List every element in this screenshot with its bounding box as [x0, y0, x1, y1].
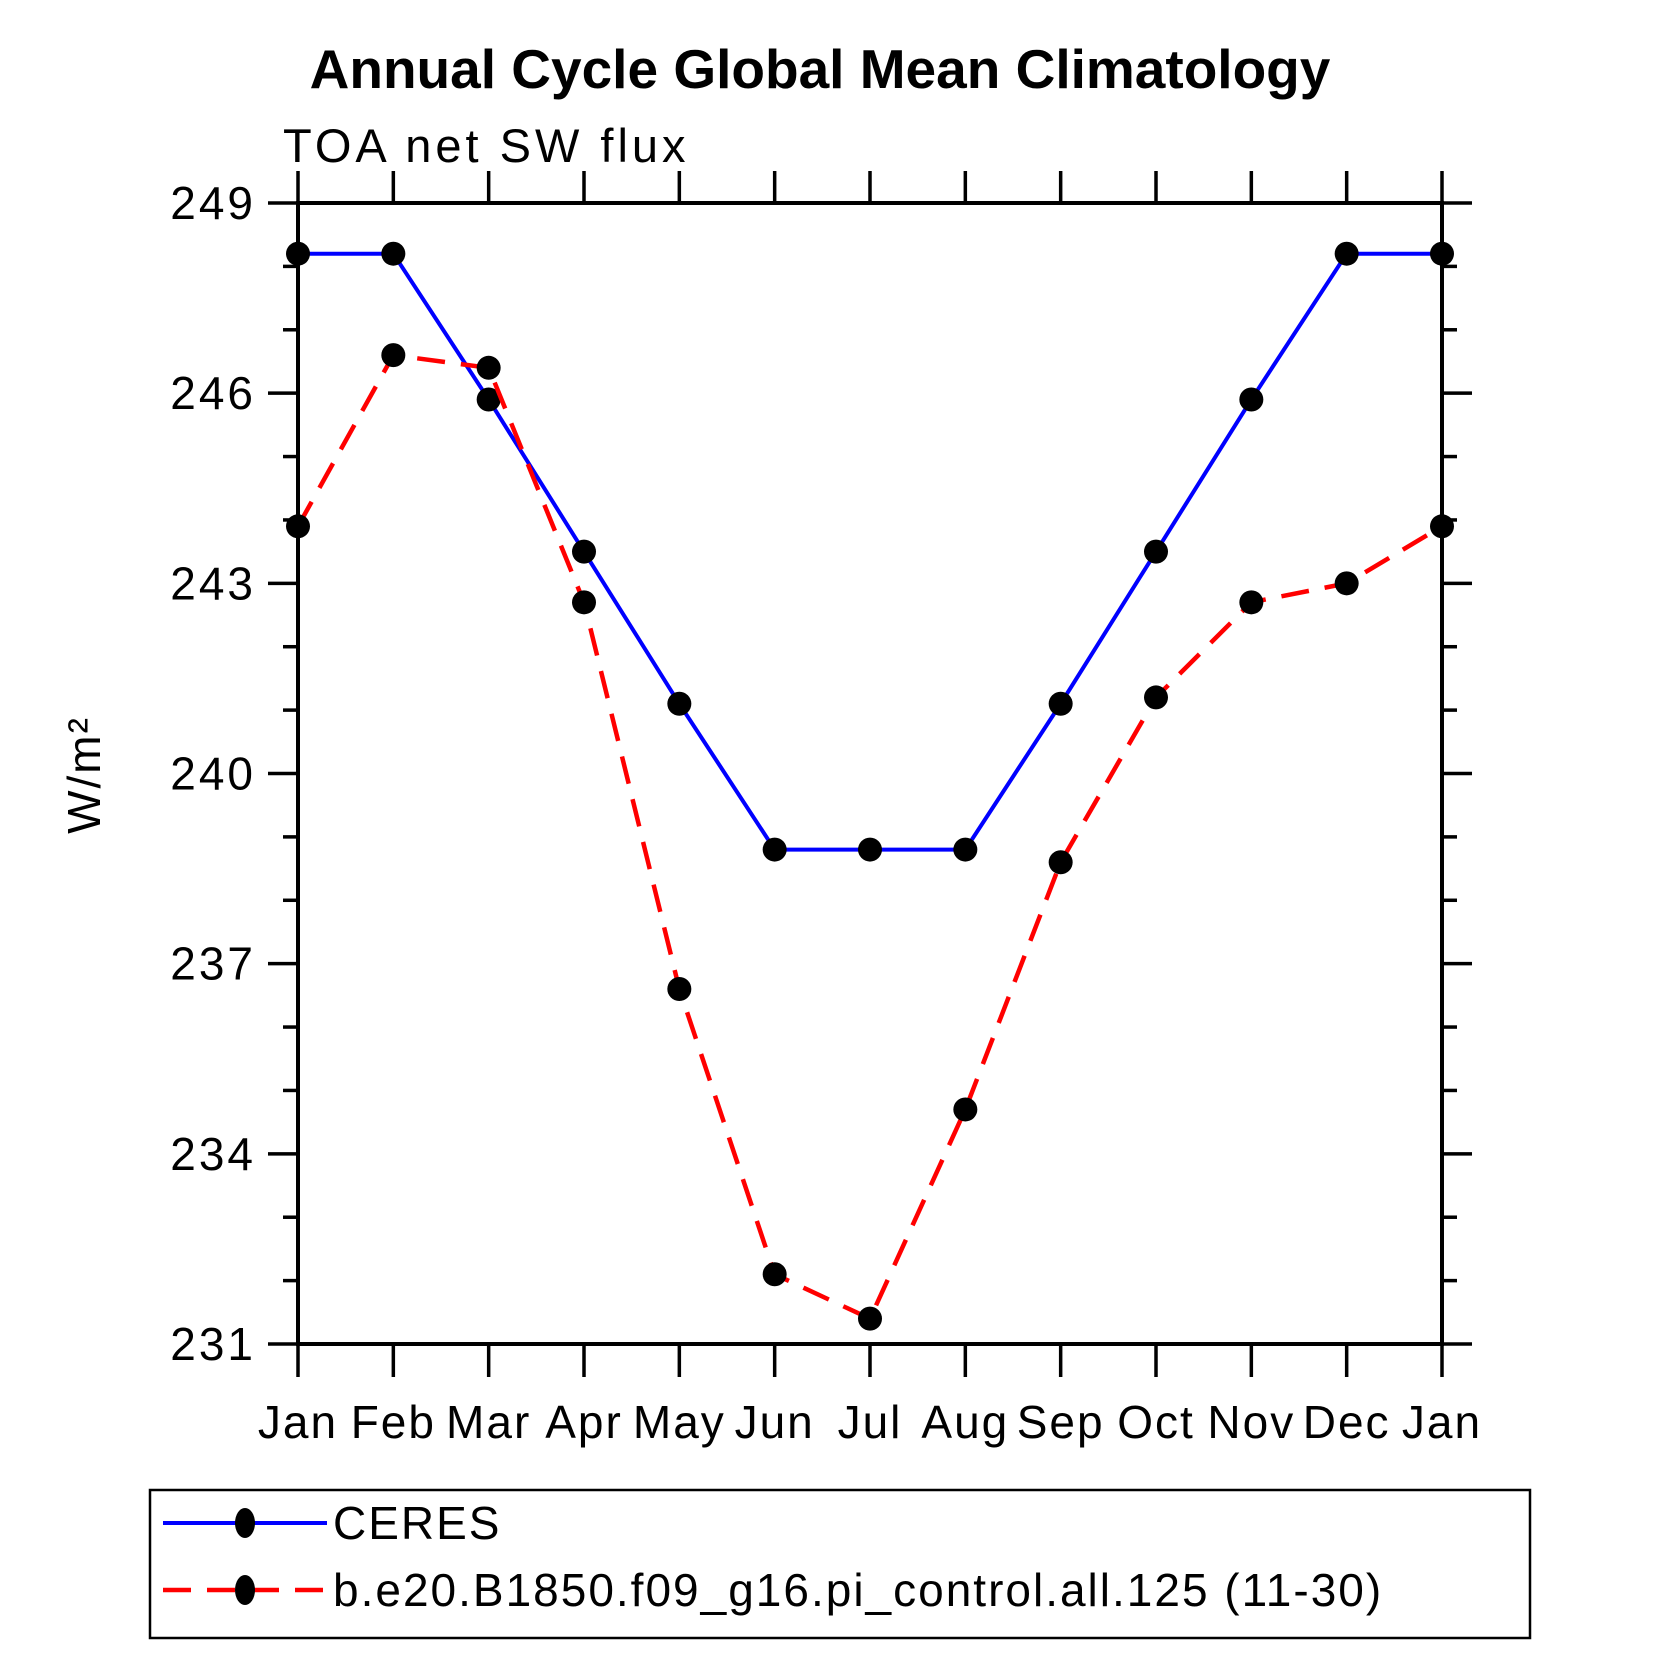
chart-title: Annual Cycle Global Mean Climatology — [310, 38, 1331, 100]
y-tick-label: 231 — [170, 1318, 256, 1370]
data-point-marker — [1430, 514, 1454, 539]
x-tick-label: Oct — [1117, 1396, 1195, 1448]
data-point-marker — [953, 1097, 978, 1122]
data-point-marker — [762, 837, 787, 862]
y-tick-label: 234 — [170, 1128, 256, 1180]
series-line-1 — [296, 352, 1444, 1322]
legend-label-ceres: CERES — [333, 1497, 501, 1549]
data-point-marker — [476, 355, 501, 380]
x-tick-label: Feb — [351, 1396, 436, 1448]
y-tick-label: 237 — [170, 938, 256, 990]
data-point-marker — [1144, 685, 1168, 710]
x-tick-label: May — [633, 1396, 726, 1448]
data-point-marker — [762, 1262, 787, 1287]
data-point-marker — [1334, 241, 1359, 266]
x-tick-label: Sep — [1017, 1396, 1105, 1448]
data-point-marker — [667, 691, 692, 716]
y-tick-label: 243 — [170, 557, 256, 609]
chart-subtitle: TOA net SW flux — [283, 119, 690, 172]
x-tick-label: Mar — [446, 1396, 531, 1448]
data-point-marker — [381, 343, 406, 368]
data-point-marker — [286, 514, 310, 539]
data-point-marker — [381, 241, 406, 266]
data-point-marker — [858, 1306, 882, 1331]
data-point-marker — [1239, 590, 1264, 615]
data-point-marker — [1239, 387, 1264, 412]
legend: CERES b.e20.B1850.f09_g16.pi_control.all… — [148, 1488, 1532, 1640]
data-point-marker — [476, 387, 501, 412]
y-tick-label: 246 — [170, 367, 256, 419]
data-point-marker — [858, 837, 882, 862]
data-point-marker — [1430, 241, 1454, 266]
data-point-marker — [1144, 539, 1168, 564]
data-point-marker — [953, 837, 978, 862]
data-point-marker — [667, 977, 692, 1002]
axis-frame — [296, 201, 1444, 1346]
x-tick-label: Aug — [921, 1396, 1009, 1448]
y-tick-label: 249 — [170, 177, 256, 229]
data-point-marker — [572, 590, 596, 615]
series-line-0 — [298, 251, 1442, 852]
x-tick-label: Jan — [258, 1396, 338, 1448]
y-axis-label: W/m² — [58, 716, 110, 834]
x-tick-label: Jun — [735, 1396, 815, 1448]
x-tick-label: Dec — [1303, 1396, 1391, 1448]
legend-ceres-marker — [235, 1508, 255, 1538]
legend-label-model: b.e20.B1850.f09_g16.pi_control.all.125 (… — [333, 1564, 1383, 1616]
y-tick-label: 240 — [170, 748, 256, 800]
x-tick-label: Jan — [1402, 1396, 1482, 1448]
data-point-marker — [1048, 691, 1073, 716]
plot-area: Jan Feb Mar Apr May Jun Jul Aug Sep Oct Nov Dec Jan2… — [170, 171, 1482, 1448]
x-tick-label: Nov — [1207, 1396, 1295, 1448]
data-point-marker — [1334, 571, 1359, 596]
legend-box — [148, 1488, 1532, 1640]
data-point-marker — [572, 539, 596, 564]
x-tick-label: Apr — [545, 1396, 623, 1448]
data-point-marker — [286, 241, 310, 266]
x-tick-label: Jul — [838, 1396, 903, 1448]
legend-model-marker — [235, 1575, 255, 1605]
data-point-marker — [1048, 850, 1073, 875]
